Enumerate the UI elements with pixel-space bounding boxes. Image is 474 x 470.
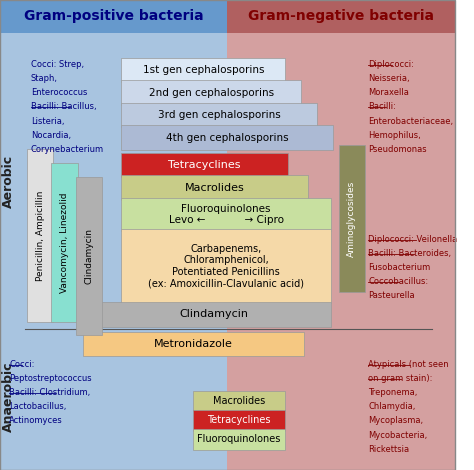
Text: Tetracyclines: Tetracyclines: [207, 415, 271, 425]
FancyBboxPatch shape: [121, 58, 285, 82]
Text: Atypicals (not seen: Atypicals (not seen: [368, 360, 449, 369]
Text: Cocci:: Cocci:: [9, 360, 35, 369]
Text: Enterococcus: Enterococcus: [31, 88, 87, 97]
Text: Rickettsia: Rickettsia: [368, 445, 410, 454]
Text: Corynebacterium: Corynebacterium: [31, 145, 104, 154]
Text: Mycoplasma,: Mycoplasma,: [368, 416, 423, 425]
Text: Anaerobic: Anaerobic: [2, 362, 15, 432]
FancyBboxPatch shape: [27, 149, 53, 322]
Text: Peptostreptococcus: Peptostreptococcus: [9, 374, 91, 383]
Text: Bacilli: Bacillus,: Bacilli: Bacillus,: [31, 102, 97, 111]
Text: Pseudomonas: Pseudomonas: [368, 145, 427, 154]
Text: Macrolides: Macrolides: [213, 396, 265, 406]
Text: Vancomycin, Linezolid: Vancomycin, Linezolid: [60, 192, 69, 293]
Text: Fusobacterium: Fusobacterium: [368, 263, 430, 272]
FancyBboxPatch shape: [121, 175, 308, 200]
Text: Clindamycin: Clindamycin: [179, 309, 248, 320]
Bar: [0, 0, 227, 470]
Text: 1st gen cephalosporins: 1st gen cephalosporins: [143, 65, 264, 75]
Text: Listeria,: Listeria,: [31, 117, 64, 125]
FancyBboxPatch shape: [51, 163, 78, 322]
Text: Chlamydia,: Chlamydia,: [368, 402, 416, 411]
Text: Macrolides: Macrolides: [185, 182, 245, 193]
Text: Neisseria,: Neisseria,: [368, 74, 410, 83]
Text: Enterobacteriaceae,: Enterobacteriaceae,: [368, 117, 453, 125]
Text: Diplococci:: Diplococci:: [368, 60, 414, 69]
FancyBboxPatch shape: [193, 429, 284, 450]
Text: Fluoroquinolones
Levo ←            → Cipro: Fluoroquinolones Levo ← → Cipro: [169, 204, 283, 225]
FancyBboxPatch shape: [338, 145, 365, 292]
FancyBboxPatch shape: [193, 391, 284, 411]
FancyBboxPatch shape: [121, 125, 333, 150]
Text: Aerobic: Aerobic: [2, 154, 15, 208]
Text: Moraxella: Moraxella: [368, 88, 409, 97]
Text: Gram-negative bacteria: Gram-negative bacteria: [248, 9, 434, 24]
Text: Staph,: Staph,: [31, 74, 58, 83]
Text: Coccobacillus:: Coccobacillus:: [368, 277, 428, 286]
FancyBboxPatch shape: [76, 177, 102, 335]
Text: 4th gen cephalosporins: 4th gen cephalosporins: [166, 133, 289, 143]
Text: Penicillin, Ampicillin: Penicillin, Ampicillin: [36, 190, 45, 281]
FancyBboxPatch shape: [121, 198, 331, 231]
FancyBboxPatch shape: [121, 80, 301, 105]
Text: Actinomyces: Actinomyces: [9, 416, 63, 425]
Text: Tetracyclines: Tetracyclines: [168, 160, 241, 170]
FancyBboxPatch shape: [121, 153, 288, 177]
Text: Nocardia,: Nocardia,: [31, 131, 71, 140]
FancyBboxPatch shape: [96, 302, 331, 327]
Bar: [227, 0, 455, 33]
Bar: [227, 0, 455, 470]
Text: Bacilli: Bacteroides,: Bacilli: Bacteroides,: [368, 249, 451, 258]
FancyBboxPatch shape: [193, 410, 284, 431]
Text: Treponema,: Treponema,: [368, 388, 418, 397]
Text: Diplococci: Veilonella: Diplococci: Veilonella: [368, 235, 457, 244]
Text: Clindamycin: Clindamycin: [84, 228, 93, 284]
Text: Bacilli:: Bacilli:: [368, 102, 396, 111]
FancyBboxPatch shape: [121, 229, 331, 303]
Text: on gram stain):: on gram stain):: [368, 374, 433, 383]
Text: 3rd gen cephalosporins: 3rd gen cephalosporins: [158, 110, 281, 120]
Bar: [0, 0, 227, 33]
Text: Mycobacteria,: Mycobacteria,: [368, 431, 428, 439]
Text: Gram-positive bacteria: Gram-positive bacteria: [24, 9, 203, 24]
Text: Aminoglycosides: Aminoglycosides: [347, 180, 356, 257]
FancyBboxPatch shape: [83, 332, 304, 356]
Text: 2nd gen cephalosporins: 2nd gen cephalosporins: [149, 87, 274, 98]
Text: Metronidazole: Metronidazole: [154, 339, 233, 349]
Text: Pasteurella: Pasteurella: [368, 291, 415, 300]
Text: Cocci: Strep,: Cocci: Strep,: [31, 60, 84, 69]
Text: Hemophilus,: Hemophilus,: [368, 131, 421, 140]
Text: Fluoroquinolones: Fluoroquinolones: [197, 434, 281, 445]
Text: Lactobacillus,: Lactobacillus,: [9, 402, 66, 411]
Text: Bacilli: Clostridium,: Bacilli: Clostridium,: [9, 388, 91, 397]
FancyBboxPatch shape: [121, 103, 317, 127]
Text: Carbapenems,
Chloramphenicol,
Potentiated Penicillins
(ex: Amoxicillin-Clavulani: Carbapenems, Chloramphenicol, Potentiate…: [148, 243, 304, 289]
